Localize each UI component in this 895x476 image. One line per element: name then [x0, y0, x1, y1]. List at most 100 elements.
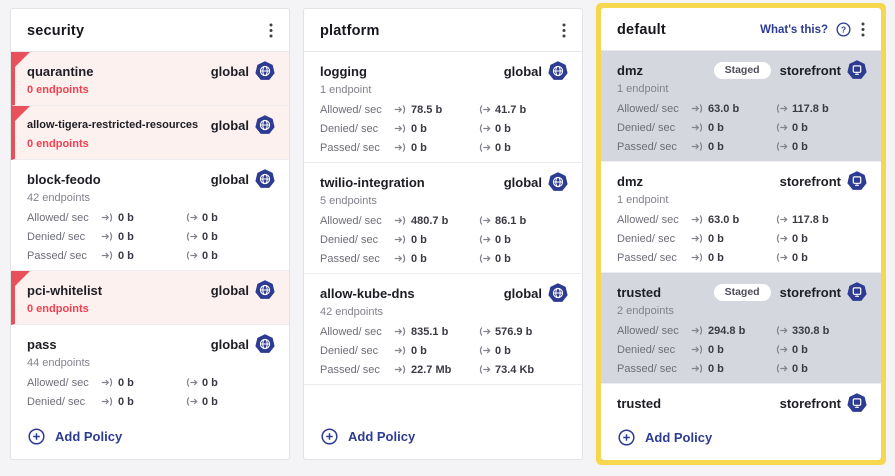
metric-value-out: 0 b: [495, 252, 511, 265]
add-policy-label: Add Policy: [645, 430, 713, 445]
svg-text:?: ?: [841, 25, 846, 35]
policy-card-title-row: trusted Staged storefront: [617, 282, 867, 302]
policy-card[interactable]: quarantine global 0 endpoints: [11, 52, 289, 106]
scope-label: storefront: [779, 62, 841, 78]
policy-name: allow-kube-dns: [320, 285, 415, 301]
policy-card[interactable]: pci-whitelist global 0 endpoints: [11, 271, 289, 325]
global-icon: [548, 61, 568, 81]
kebab-menu-icon[interactable]: [560, 22, 568, 39]
policy-card[interactable]: block-feodo global 42 endpoints Allowed/ se…: [11, 160, 289, 271]
metric-label: Passed/ sec: [320, 252, 380, 265]
metric-value-in: 0 b: [118, 395, 134, 408]
outbound-icon: [478, 326, 491, 337]
outbound-icon: [775, 122, 788, 133]
metric-label: Allowed/ sec: [27, 376, 89, 389]
inbound-icon: [394, 364, 407, 375]
outbound-icon: [775, 325, 788, 336]
scope-label: storefront: [779, 173, 841, 189]
policy-board: security quarantine global 0 endpoints allow…: [10, 3, 886, 465]
highlight-frame: default What's this?? dmz Staged storefront 1…: [596, 3, 886, 465]
metric-label: Passed/ sec: [27, 249, 87, 262]
outbound-icon: [478, 215, 491, 226]
metric-label: Denied/ sec: [320, 344, 379, 357]
metric-value-in: 0 b: [411, 344, 427, 357]
metric-inbound: 0 b: [691, 141, 775, 153]
metric-value-in: 63.0 b: [708, 213, 740, 226]
policy-card[interactable]: allow-kube-dns global 42 endpoints Allowed/…: [304, 274, 582, 385]
policy-card-list: quarantine global 0 endpoints allow-tigera-…: [11, 52, 289, 416]
metric-inbound: 0 b: [394, 123, 478, 135]
outbound-icon: [185, 212, 198, 223]
metric-value-out: 41.7 b: [495, 103, 527, 116]
metric-label: Denied/ sec: [27, 230, 86, 243]
column-title: platform: [320, 22, 380, 39]
metric-outbound: 0 b: [185, 231, 275, 243]
inbound-icon: [691, 344, 704, 355]
metric-inbound: 22.7 Mb: [394, 364, 478, 376]
policy-card[interactable]: allow-tigera-restricted-resources global 0…: [11, 106, 289, 160]
metric-row: Allowed/ sec 63.0 b 117.8 b: [617, 102, 867, 115]
add-policy-button[interactable]: Add Policy: [304, 416, 582, 459]
policy-card[interactable]: trusted storefront: [601, 384, 881, 417]
scope-label: global: [210, 336, 249, 352]
metric-inbound: 0 b: [101, 212, 185, 224]
metric-value-in: 22.7 Mb: [118, 415, 158, 417]
metric-outbound: 0 b: [185, 377, 275, 389]
metric-row: Allowed/ sec 0 b 0 b: [27, 376, 275, 389]
whats-this-link[interactable]: What's this?: [760, 23, 828, 36]
outbound-icon: [478, 345, 491, 356]
metric-value-in: 0 b: [118, 211, 134, 224]
policy-card[interactable]: dmz Staged storefront 1 endpoint Allowed/ se…: [601, 51, 881, 162]
policy-card-title-row: trusted storefront: [617, 393, 867, 413]
metric-value-in: 0 b: [411, 233, 427, 246]
inbound-icon: [394, 123, 407, 134]
policy-card[interactable]: dmz storefront 1 endpoint Allowed/ sec 63.0 …: [601, 162, 881, 273]
metric-inbound: 0 b: [691, 233, 775, 245]
circled-plus-icon: [618, 429, 635, 446]
policy-card-title-row: allow-kube-dns global: [320, 283, 568, 303]
policy-name: twilio-integration: [320, 174, 425, 190]
policy-card[interactable]: twilio-integration global 5 endpoints Allow…: [304, 163, 582, 274]
metric-value-out: 0 b: [792, 343, 808, 356]
add-policy-button[interactable]: Add Policy: [11, 416, 289, 459]
metric-inbound: 0 b: [394, 253, 478, 265]
policy-card[interactable]: logging global 1 endpoint Allowed/ sec 78.5 …: [304, 52, 582, 163]
metric-label: Passed/ sec: [27, 415, 101, 417]
metric-value-out: 330.8 b: [792, 324, 830, 337]
policy-card-title-row: block-feodo global: [27, 169, 275, 189]
endpoints-count: 44 endpoints: [27, 357, 90, 369]
metric-value-out: 0 b: [792, 362, 808, 375]
metric-value-in: 22.7 Mb: [411, 363, 452, 376]
metric-inbound: 0 b: [691, 252, 775, 264]
inbound-icon: [394, 234, 407, 245]
scope-label: global: [210, 282, 249, 298]
policy-card[interactable]: trusted Staged storefront 2 endpoints Allowe…: [601, 273, 881, 384]
kebab-menu-icon[interactable]: [859, 21, 867, 38]
metric-value-in: 835.1 b: [411, 325, 449, 338]
global-icon: [548, 172, 568, 192]
circled-plus-icon: [28, 428, 45, 445]
metric-inbound: 63.0 b: [691, 214, 775, 226]
metric-label: Denied/ sec: [27, 395, 86, 408]
metric-row: Allowed/ sec 63.0 b 117.8 b: [617, 213, 867, 226]
add-policy-button[interactable]: Add Policy: [601, 417, 881, 460]
policy-card-title-row: dmz storefront: [617, 171, 867, 191]
inbound-icon: [394, 104, 407, 115]
policy-name: logging: [320, 63, 367, 79]
inbound-icon: [691, 122, 704, 133]
metric-value-out: 0 b: [792, 232, 808, 245]
outbound-icon: [478, 104, 491, 115]
kebab-menu-icon[interactable]: [267, 22, 275, 39]
metric-label: Denied/ sec: [320, 233, 379, 246]
inbound-icon: [691, 214, 704, 225]
metric-value-out: 86.1 b: [495, 214, 527, 227]
metric-row: Denied/ sec 0 b 0 b: [27, 395, 275, 408]
help-icon[interactable]: ?: [836, 22, 851, 37]
metric-value-in: 0 b: [708, 232, 724, 245]
metric-value-in: 0 b: [708, 121, 724, 134]
inbound-icon: [101, 231, 114, 242]
inbound-icon: [101, 212, 114, 223]
metric-outbound: 0 b: [478, 345, 568, 357]
policy-card[interactable]: pass global 44 endpoints Allowed/ sec 0 b 0 b…: [11, 325, 289, 416]
storefront-icon: [847, 282, 867, 302]
